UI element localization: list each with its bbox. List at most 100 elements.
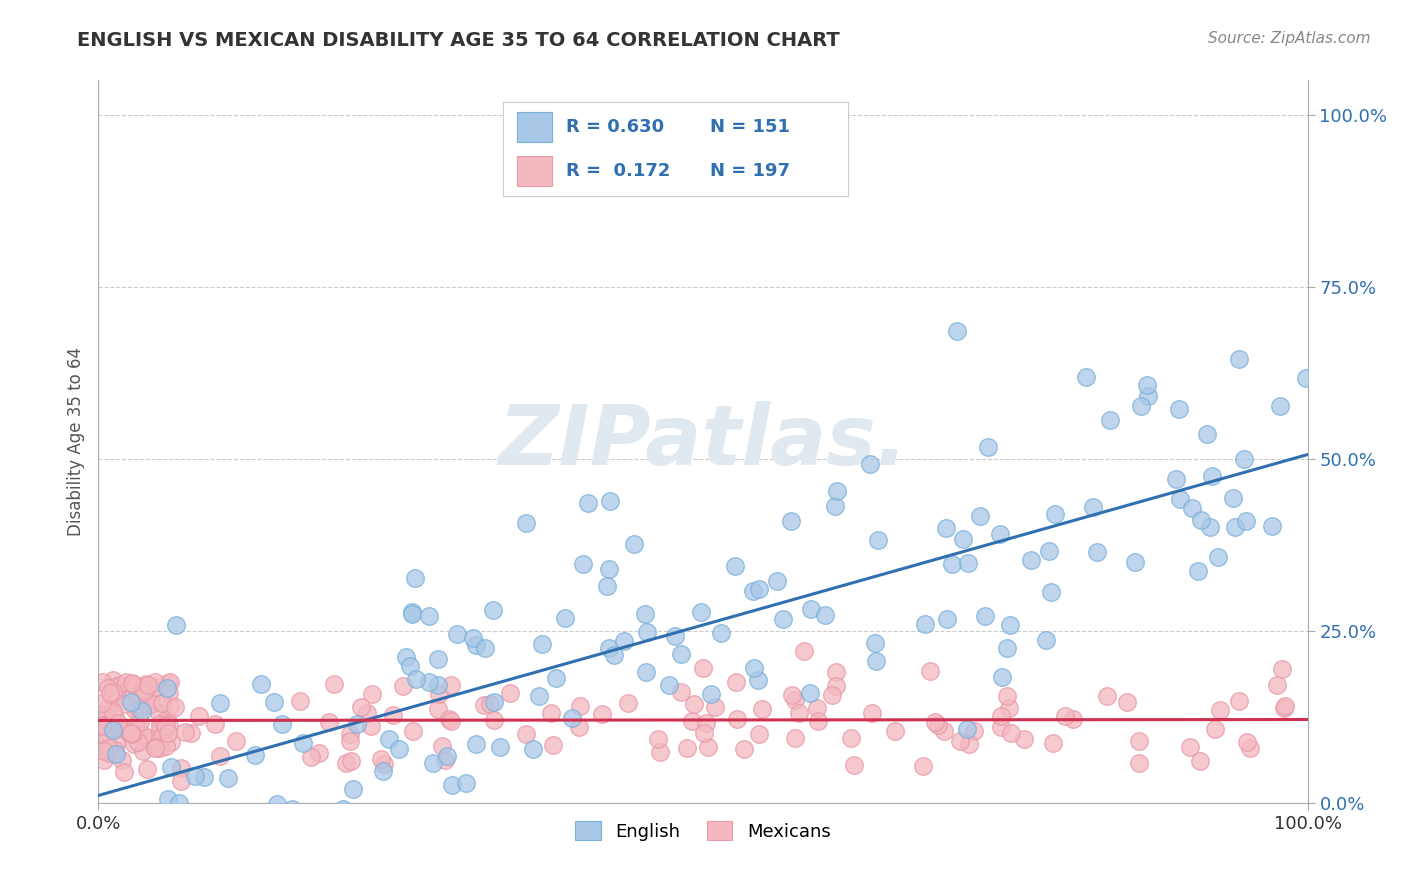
Point bbox=[988, 527, 1011, 541]
Point bbox=[814, 607, 837, 622]
Point bbox=[1189, 513, 1212, 527]
Point bbox=[1208, 550, 1230, 565]
Point bbox=[103, 690, 125, 704]
Point bbox=[127, 702, 149, 716]
Point bbox=[963, 724, 986, 739]
Point bbox=[623, 536, 645, 550]
Point bbox=[418, 608, 440, 623]
Point bbox=[96, 708, 118, 723]
Point bbox=[1083, 500, 1105, 515]
Point bbox=[747, 673, 769, 688]
Point bbox=[446, 627, 468, 641]
Point bbox=[378, 731, 401, 746]
Point bbox=[124, 679, 146, 693]
Point bbox=[149, 721, 172, 735]
Point bbox=[103, 673, 125, 687]
Point bbox=[145, 675, 167, 690]
Point bbox=[339, 734, 361, 748]
Point bbox=[669, 685, 692, 699]
Point bbox=[1181, 501, 1204, 516]
Point bbox=[650, 745, 672, 759]
Point bbox=[800, 601, 823, 615]
Point bbox=[155, 739, 177, 753]
Point bbox=[418, 675, 440, 690]
Point bbox=[404, 571, 426, 585]
Point bbox=[356, 706, 378, 720]
Point bbox=[787, 706, 810, 720]
Point bbox=[122, 737, 145, 751]
Point bbox=[1271, 662, 1294, 676]
Point bbox=[111, 753, 134, 767]
Point bbox=[636, 625, 658, 640]
Point bbox=[90, 718, 112, 732]
Point bbox=[117, 723, 139, 737]
Point bbox=[1227, 352, 1250, 367]
Point bbox=[957, 557, 980, 571]
Point bbox=[160, 735, 183, 749]
Point bbox=[224, 805, 246, 819]
Point bbox=[569, 698, 592, 713]
Point bbox=[103, 747, 125, 761]
Point bbox=[107, 678, 129, 692]
Point bbox=[1223, 520, 1246, 534]
Point bbox=[98, 747, 121, 761]
Point bbox=[616, 696, 638, 710]
Point bbox=[401, 605, 423, 619]
Point bbox=[956, 722, 979, 736]
Point bbox=[456, 776, 478, 790]
Point bbox=[271, 717, 294, 731]
Point bbox=[1188, 754, 1211, 768]
Point bbox=[183, 769, 205, 783]
Point bbox=[969, 509, 991, 524]
Point bbox=[681, 714, 703, 728]
Point bbox=[1197, 427, 1219, 442]
Point bbox=[263, 695, 285, 709]
Point bbox=[159, 674, 181, 689]
Point bbox=[104, 747, 127, 761]
Point bbox=[163, 699, 186, 714]
Point bbox=[1019, 553, 1042, 567]
Point bbox=[167, 797, 190, 811]
Point bbox=[159, 760, 181, 774]
Point bbox=[733, 742, 755, 756]
Point bbox=[1000, 726, 1022, 740]
Point bbox=[1187, 564, 1209, 578]
Point bbox=[121, 727, 143, 741]
Point bbox=[825, 483, 848, 498]
Point bbox=[1274, 698, 1296, 713]
Point bbox=[308, 746, 330, 760]
Point bbox=[174, 724, 197, 739]
Point bbox=[150, 731, 173, 745]
Point bbox=[949, 734, 972, 748]
Point bbox=[402, 723, 425, 738]
Point bbox=[1116, 695, 1139, 709]
Point bbox=[370, 752, 392, 766]
Point bbox=[1085, 545, 1108, 559]
Point bbox=[541, 739, 564, 753]
Point bbox=[576, 496, 599, 510]
Point bbox=[725, 712, 748, 726]
Point bbox=[124, 703, 146, 717]
Point bbox=[693, 726, 716, 740]
Point bbox=[125, 718, 148, 732]
Point bbox=[990, 709, 1012, 723]
Point bbox=[149, 717, 172, 731]
Point bbox=[170, 774, 193, 789]
Point bbox=[392, 679, 415, 693]
Point bbox=[1040, 585, 1063, 599]
Point bbox=[1295, 371, 1317, 385]
Point bbox=[934, 723, 956, 738]
Point bbox=[150, 696, 173, 710]
Point bbox=[339, 727, 361, 741]
Point bbox=[568, 720, 591, 734]
Point bbox=[100, 715, 122, 730]
Point bbox=[799, 686, 821, 700]
Point bbox=[1136, 378, 1159, 392]
Point bbox=[1136, 389, 1159, 403]
Point bbox=[339, 755, 361, 769]
Point bbox=[952, 532, 974, 546]
Point bbox=[101, 705, 124, 719]
Point bbox=[318, 715, 340, 730]
Point bbox=[839, 731, 862, 746]
Point bbox=[1129, 399, 1152, 413]
